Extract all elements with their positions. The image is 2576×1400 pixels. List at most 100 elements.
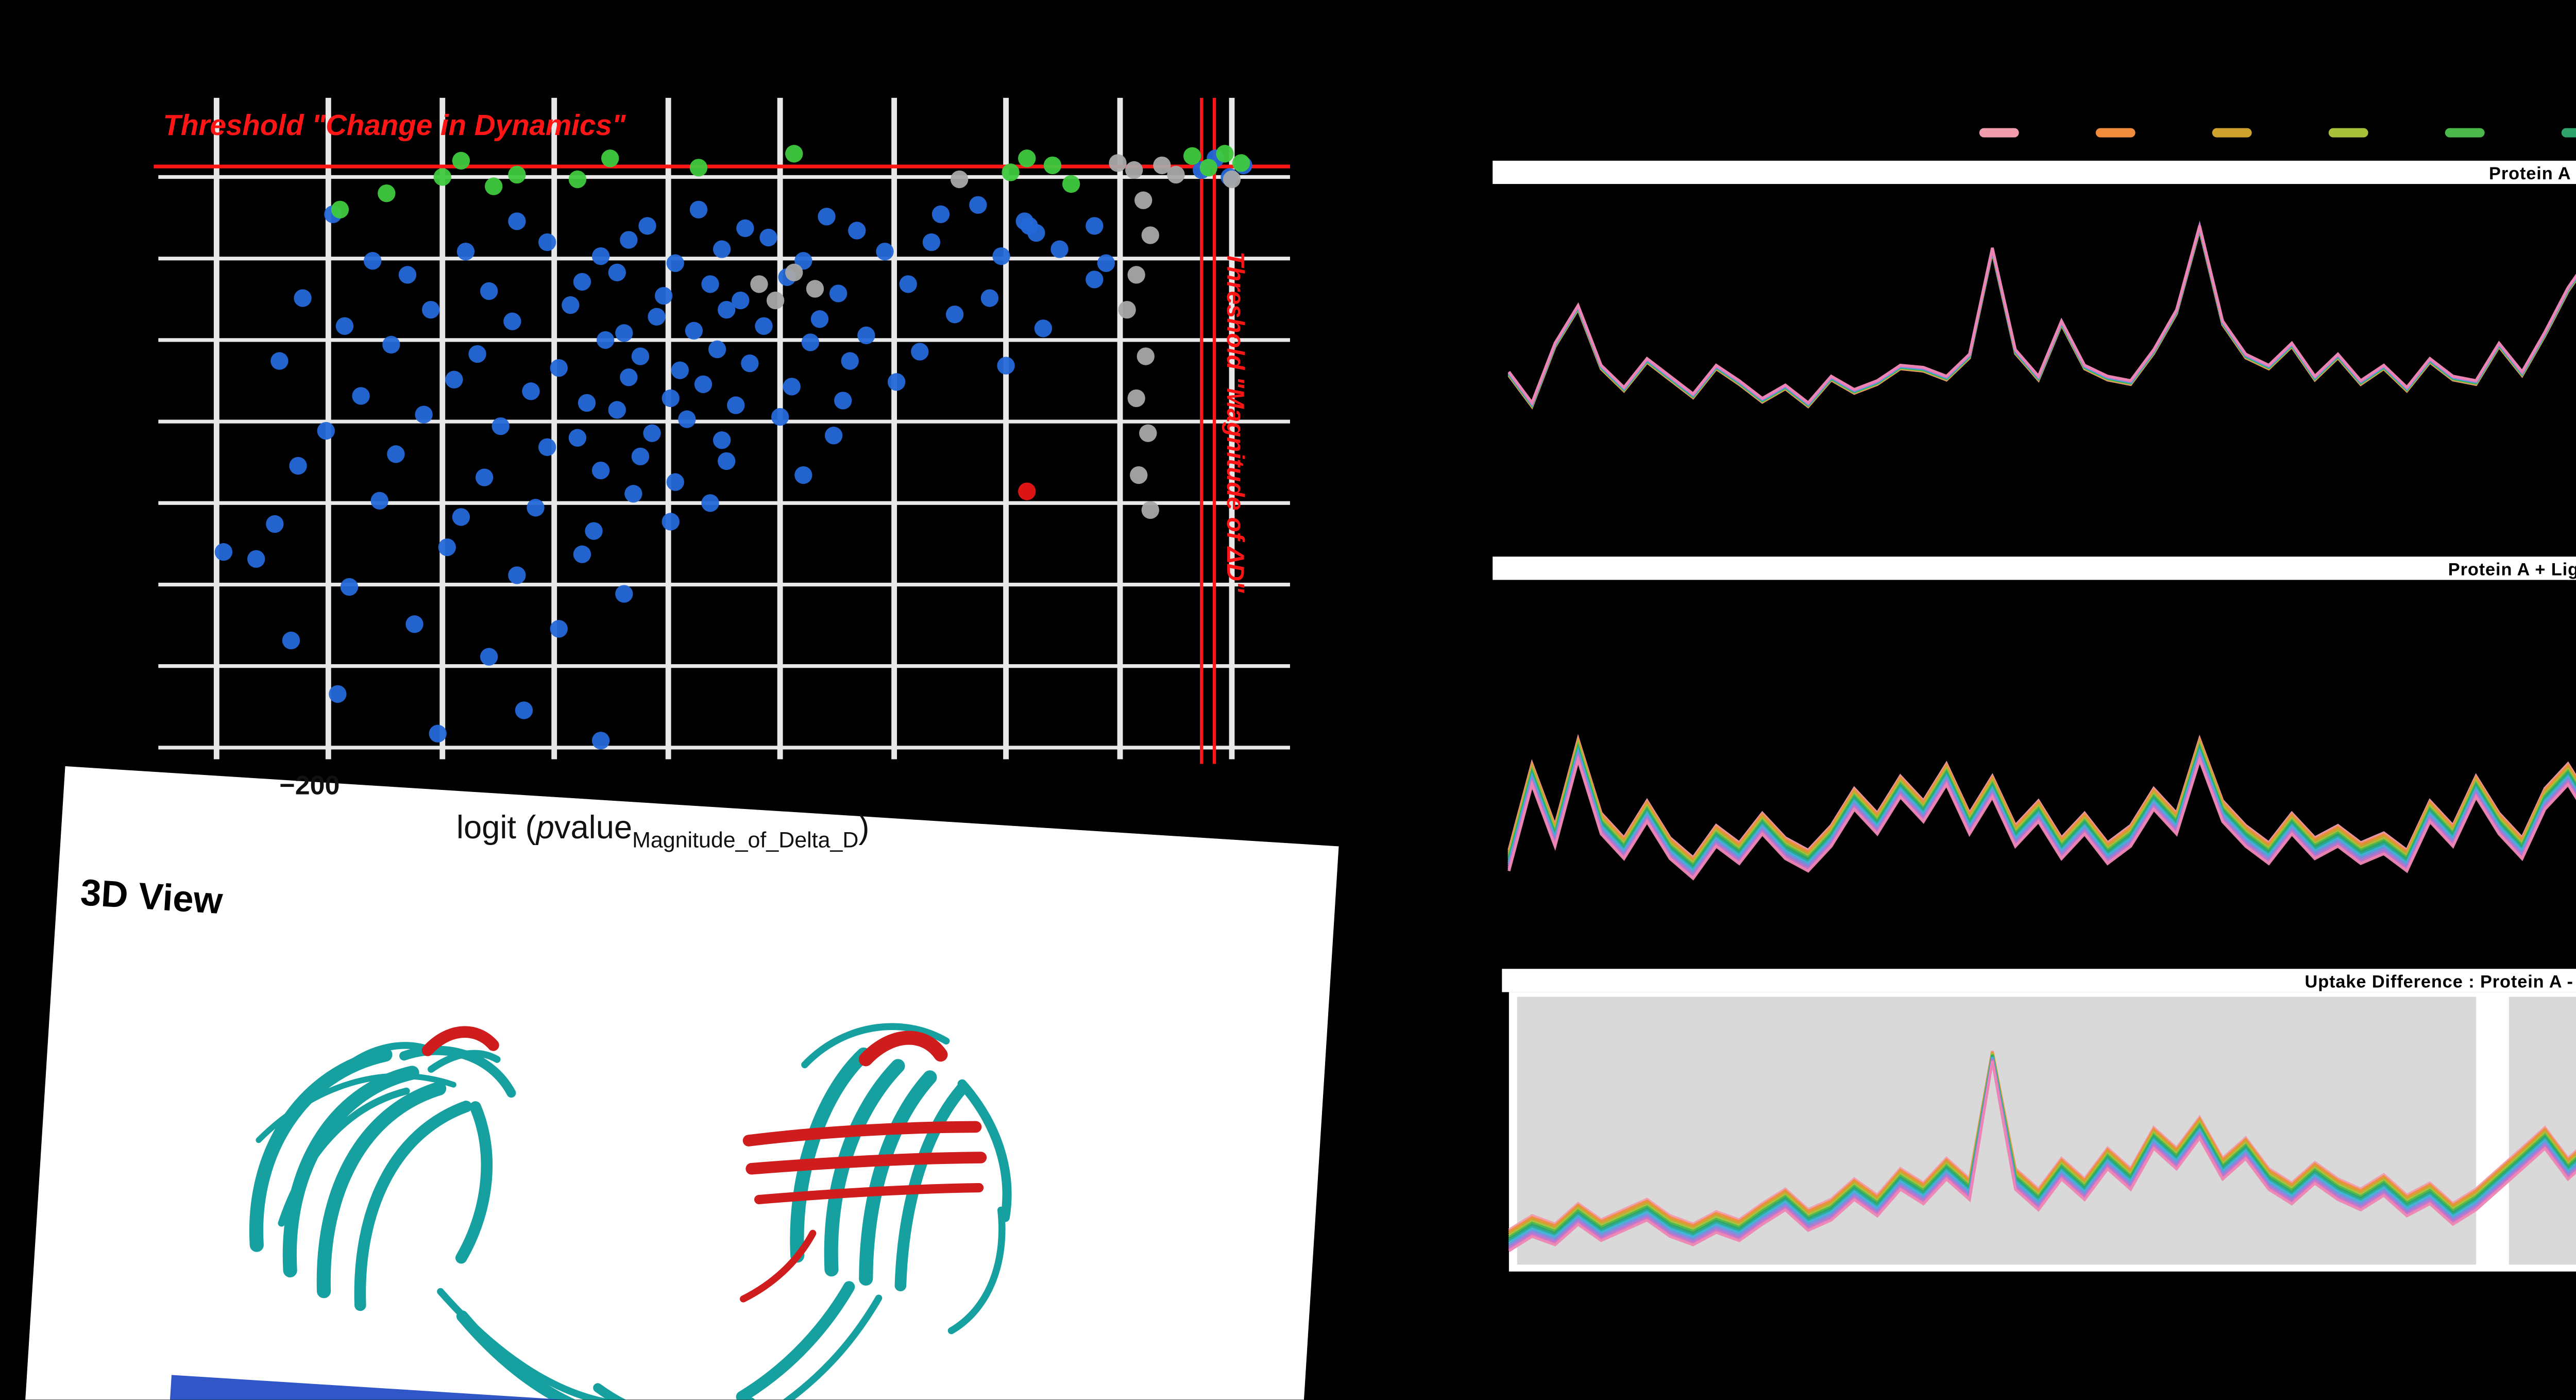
series-line[interactable] — [1507, 225, 2576, 406]
data-point-blue[interactable] — [370, 492, 388, 510]
data-point-blue[interactable] — [969, 196, 987, 214]
data-point-blue[interactable] — [585, 522, 603, 540]
data-point-blue[interactable] — [615, 324, 633, 342]
data-point-blue[interactable] — [783, 378, 801, 396]
data-point-blue[interactable] — [317, 421, 335, 440]
data-point-blue[interactable] — [718, 452, 736, 470]
data-point-blue[interactable] — [382, 335, 400, 354]
data-point-blue[interactable] — [718, 300, 736, 319]
data-point-blue[interactable] — [701, 275, 719, 293]
data-point-blue[interactable] — [591, 461, 610, 480]
data-point-gray[interactable] — [1167, 165, 1185, 184]
data-point-blue[interactable] — [294, 289, 312, 307]
data-point-blue[interactable] — [398, 266, 417, 284]
series-line[interactable] — [1507, 662, 2576, 864]
data-point-gray[interactable] — [750, 275, 768, 293]
data-point-blue[interactable] — [573, 273, 591, 291]
data-point-blue[interactable] — [727, 396, 745, 414]
data-point-green[interactable] — [568, 170, 587, 189]
data-point-blue[interactable] — [615, 585, 633, 603]
data-point-blue[interactable] — [771, 408, 789, 426]
data-point-blue[interactable] — [992, 247, 1010, 265]
series-line[interactable] — [1507, 226, 2576, 418]
data-point-blue[interactable] — [214, 543, 233, 561]
data-point-green[interactable] — [1183, 147, 1201, 165]
data-point-blue[interactable] — [515, 701, 533, 719]
data-point-blue[interactable] — [1050, 240, 1069, 258]
series-line[interactable] — [1508, 1058, 2576, 1246]
data-point-blue[interactable] — [480, 282, 498, 300]
data-point-blue[interactable] — [887, 373, 906, 391]
data-point-blue[interactable] — [620, 368, 638, 386]
data-point-blue[interactable] — [841, 352, 859, 370]
data-point-blue[interactable] — [335, 317, 354, 335]
data-point-blue[interactable] — [578, 394, 596, 412]
series-line[interactable] — [1507, 222, 2576, 423]
data-point-blue[interactable] — [671, 361, 689, 379]
data-point-blue[interactable] — [824, 427, 843, 445]
data-point-blue[interactable] — [429, 724, 447, 743]
data-point-gray[interactable] — [1141, 501, 1159, 519]
data-point-green[interactable] — [1232, 154, 1250, 172]
data-point-blue[interactable] — [1020, 217, 1038, 235]
data-point-blue[interactable] — [643, 424, 661, 442]
data-point-green[interactable] — [452, 151, 470, 170]
data-point-blue[interactable] — [438, 538, 456, 556]
data-point-gray[interactable] — [1127, 389, 1145, 408]
data-point-blue[interactable] — [931, 205, 950, 223]
data-point-blue[interactable] — [527, 499, 545, 517]
data-point-blue[interactable] — [387, 445, 405, 463]
data-point-blue[interactable] — [631, 447, 650, 466]
data-point-blue[interactable] — [654, 286, 673, 305]
data-point-blue[interactable] — [834, 392, 852, 410]
series-line[interactable] — [1507, 223, 2576, 442]
data-point-blue[interactable] — [732, 291, 750, 310]
data-point-blue[interactable] — [573, 545, 591, 563]
data-point-blue[interactable] — [596, 331, 615, 349]
data-point-red[interactable] — [1018, 482, 1036, 500]
data-point-gray[interactable] — [1125, 161, 1143, 179]
data-point-green[interactable] — [331, 200, 349, 218]
data-point-blue[interactable] — [415, 406, 433, 424]
data-point-green[interactable] — [1002, 163, 1020, 181]
data-point-blue[interactable] — [899, 275, 917, 293]
data-point-blue[interactable] — [876, 242, 894, 261]
data-point-blue[interactable] — [810, 310, 829, 328]
data-point-blue[interactable] — [508, 212, 526, 230]
data-point-blue[interactable] — [608, 263, 626, 281]
data-point-blue[interactable] — [452, 508, 470, 526]
data-point-blue[interactable] — [638, 217, 656, 235]
data-point-blue[interactable] — [631, 347, 650, 365]
data-point-gray[interactable] — [1137, 347, 1155, 365]
data-point-blue[interactable] — [713, 240, 731, 258]
data-point-green[interactable] — [378, 184, 396, 203]
data-point-blue[interactable] — [694, 375, 713, 393]
data-point-blue[interactable] — [980, 289, 999, 307]
series-line[interactable] — [1508, 1052, 2576, 1235]
series-line[interactable] — [1507, 224, 2576, 452]
series-line[interactable] — [1507, 227, 2576, 428]
data-point-blue[interactable] — [282, 631, 300, 650]
data-point-blue[interactable] — [363, 252, 382, 270]
data-point-blue[interactable] — [620, 231, 638, 249]
data-point-gray[interactable] — [785, 263, 803, 281]
data-point-green[interactable] — [1018, 149, 1036, 167]
data-point-blue[interactable] — [289, 457, 307, 475]
data-point-blue[interactable] — [266, 515, 284, 533]
data-point-blue[interactable] — [468, 345, 486, 363]
data-point-gray[interactable] — [766, 291, 785, 310]
series-line[interactable] — [1507, 221, 2576, 413]
data-point-blue[interactable] — [624, 485, 642, 503]
data-point-blue[interactable] — [247, 550, 265, 568]
data-point-blue[interactable] — [1097, 254, 1115, 272]
data-point-gray[interactable] — [1127, 266, 1145, 284]
data-point-blue[interactable] — [562, 296, 580, 314]
data-point-blue[interactable] — [666, 473, 684, 491]
data-point-blue[interactable] — [445, 370, 463, 389]
data-point-green[interactable] — [508, 165, 526, 184]
data-point-green[interactable] — [1062, 175, 1080, 193]
uptake-plot-protein-a-ligand[interactable] — [1502, 582, 2576, 959]
data-point-blue[interactable] — [550, 359, 568, 377]
data-point-blue[interactable] — [456, 242, 475, 261]
data-point-blue[interactable] — [689, 200, 708, 218]
